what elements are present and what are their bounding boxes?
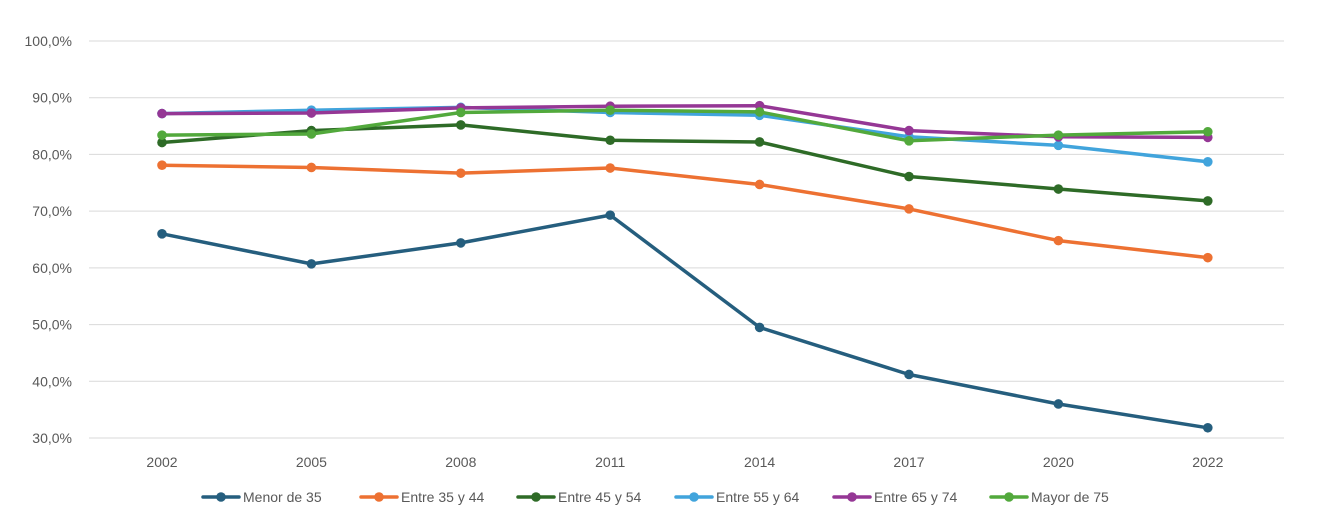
x-tick-label: 2014 bbox=[744, 454, 775, 470]
data-point bbox=[605, 105, 615, 115]
legend-item: Mayor de 75 bbox=[989, 489, 1109, 505]
data-point bbox=[157, 130, 167, 140]
data-point bbox=[306, 129, 317, 139]
legend-marker-swatch bbox=[1004, 492, 1014, 502]
y-tick-label: 80,0% bbox=[32, 146, 72, 162]
data-point bbox=[1053, 140, 1064, 151]
y-tick-label: 60,0% bbox=[32, 260, 72, 276]
y-tick-label: 70,0% bbox=[32, 203, 72, 219]
legend-item: Entre 45 y 54 bbox=[516, 489, 641, 505]
legend-marker-swatch bbox=[531, 492, 541, 502]
y-tick-label: 50,0% bbox=[32, 317, 72, 333]
data-point bbox=[157, 108, 167, 119]
legend-item: Entre 55 y 64 bbox=[674, 489, 799, 505]
data-point bbox=[157, 160, 167, 171]
data-point bbox=[1203, 157, 1213, 167]
data-point bbox=[904, 204, 914, 214]
data-point bbox=[904, 125, 914, 136]
x-tick-label: 2011 bbox=[595, 454, 625, 470]
data-point bbox=[1203, 252, 1213, 263]
legend-label: Mayor de 75 bbox=[1031, 489, 1109, 505]
data-point bbox=[904, 369, 914, 380]
data-point bbox=[605, 210, 615, 220]
legend-marker-swatch bbox=[374, 492, 384, 502]
data-point bbox=[1203, 422, 1213, 433]
data-point bbox=[306, 259, 317, 269]
data-point bbox=[306, 162, 317, 173]
legend-label: Menor de 35 bbox=[243, 489, 322, 505]
data-point bbox=[1203, 126, 1213, 137]
legend-item: Entre 65 y 74 bbox=[832, 489, 957, 505]
data-point bbox=[456, 120, 466, 130]
y-tick-label: 30,0% bbox=[32, 430, 72, 446]
x-tick-label: 2002 bbox=[146, 454, 177, 470]
data-point bbox=[754, 322, 765, 333]
grid-layer bbox=[89, 40, 1284, 439]
legend-item: Entre 35 y 44 bbox=[359, 489, 484, 505]
data-point bbox=[306, 108, 317, 118]
data-point bbox=[754, 107, 765, 117]
x-axis: 2002 2005 2008 2011 2014 2017 2020 2022 bbox=[146, 454, 1223, 470]
legend-label: Entre 35 y 44 bbox=[401, 489, 484, 505]
series-menor-de-35 bbox=[157, 210, 1213, 433]
data-point bbox=[456, 168, 466, 178]
data-point bbox=[605, 135, 615, 146]
x-tick-label: 2017 bbox=[893, 454, 924, 470]
legend-item: Menor de 35 bbox=[201, 489, 322, 505]
data-point bbox=[904, 171, 914, 182]
legend-marker-swatch bbox=[847, 492, 857, 502]
data-point bbox=[605, 163, 615, 173]
data-point bbox=[157, 137, 167, 148]
legend-marker-swatch bbox=[216, 492, 226, 502]
series-line bbox=[160, 108, 1210, 143]
y-tick-label: 40,0% bbox=[32, 373, 72, 389]
y-tick-label: 90,0% bbox=[32, 90, 72, 106]
data-point bbox=[1053, 235, 1064, 246]
data-point bbox=[904, 136, 914, 146]
legend-marker-swatch bbox=[689, 492, 699, 502]
data-point bbox=[456, 238, 466, 248]
x-tick-label: 2008 bbox=[445, 454, 476, 470]
series-line bbox=[160, 213, 1210, 430]
data-point bbox=[1203, 196, 1213, 206]
series-layer bbox=[157, 100, 1213, 433]
data-point bbox=[157, 229, 167, 239]
legend-label: Entre 45 y 54 bbox=[558, 489, 641, 505]
series-line bbox=[160, 163, 1210, 260]
series-mayor-de-75 bbox=[157, 105, 1213, 146]
data-point bbox=[1053, 184, 1064, 194]
legend-label: Entre 65 y 74 bbox=[874, 489, 957, 505]
data-point bbox=[754, 137, 765, 147]
x-tick-label: 2022 bbox=[1192, 454, 1223, 470]
series-line bbox=[160, 105, 1210, 164]
legend: Menor de 35 Entre 35 y 44 Entre 45 y 54 Ent… bbox=[201, 489, 1109, 505]
y-axis: 30,0% 40,0% 50,0% 60,0% 70,0% 80,0% 90,0% 100,0… bbox=[25, 33, 72, 446]
y-tick-label: 100,0% bbox=[25, 33, 72, 49]
data-point bbox=[1053, 130, 1064, 140]
data-point bbox=[456, 107, 466, 118]
x-tick-label: 2020 bbox=[1043, 454, 1074, 470]
data-point bbox=[754, 179, 765, 190]
data-point bbox=[1053, 399, 1064, 409]
x-tick-label: 2005 bbox=[296, 454, 327, 470]
legend-label: Entre 55 y 64 bbox=[716, 489, 799, 505]
series-entre-35-y-44 bbox=[157, 160, 1213, 263]
